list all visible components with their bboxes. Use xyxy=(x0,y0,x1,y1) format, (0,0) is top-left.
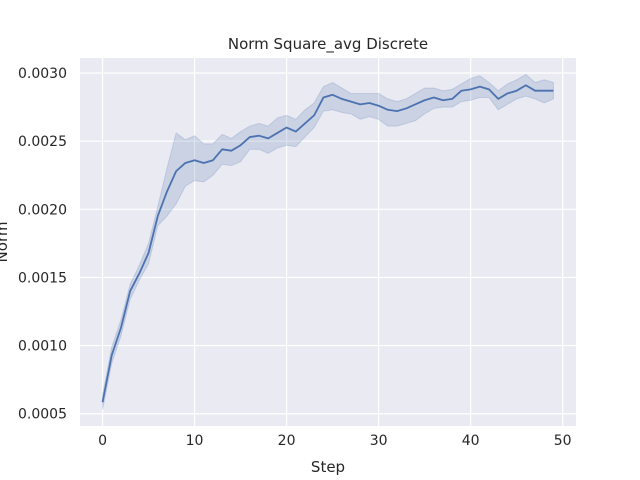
y-tick-label: 0.0030 xyxy=(18,66,67,82)
series-line-group xyxy=(101,84,554,403)
y-tick-label: 0.0015 xyxy=(18,270,67,286)
y-axis-label: Norm xyxy=(0,222,11,263)
plot-area xyxy=(80,58,576,426)
x-tick-label: 50 xyxy=(554,433,572,449)
y-tick-label: 0.0025 xyxy=(18,134,67,150)
x-axis-label: Step xyxy=(311,458,345,476)
series-line xyxy=(101,84,554,403)
y-tick-label: 0.0005 xyxy=(18,407,67,423)
y-tick-label: 0.0010 xyxy=(18,339,67,355)
chart-title: Norm Square_avg Discrete xyxy=(228,35,428,54)
grid-lines xyxy=(80,58,576,426)
x-tick-label: 10 xyxy=(186,433,204,449)
y-tick-labels: 0.0005 0.0010 0.0015 0.0020 0.0025 0.0030 xyxy=(18,66,67,423)
x-tick-label: 40 xyxy=(462,433,480,449)
x-tick-label: 20 xyxy=(278,433,296,449)
x-tick-labels: 0 10 20 30 40 50 xyxy=(98,433,571,449)
y-tick-label: 0.0020 xyxy=(18,202,67,218)
x-tick-label: 30 xyxy=(370,433,388,449)
x-tick-label: 0 xyxy=(98,433,107,449)
